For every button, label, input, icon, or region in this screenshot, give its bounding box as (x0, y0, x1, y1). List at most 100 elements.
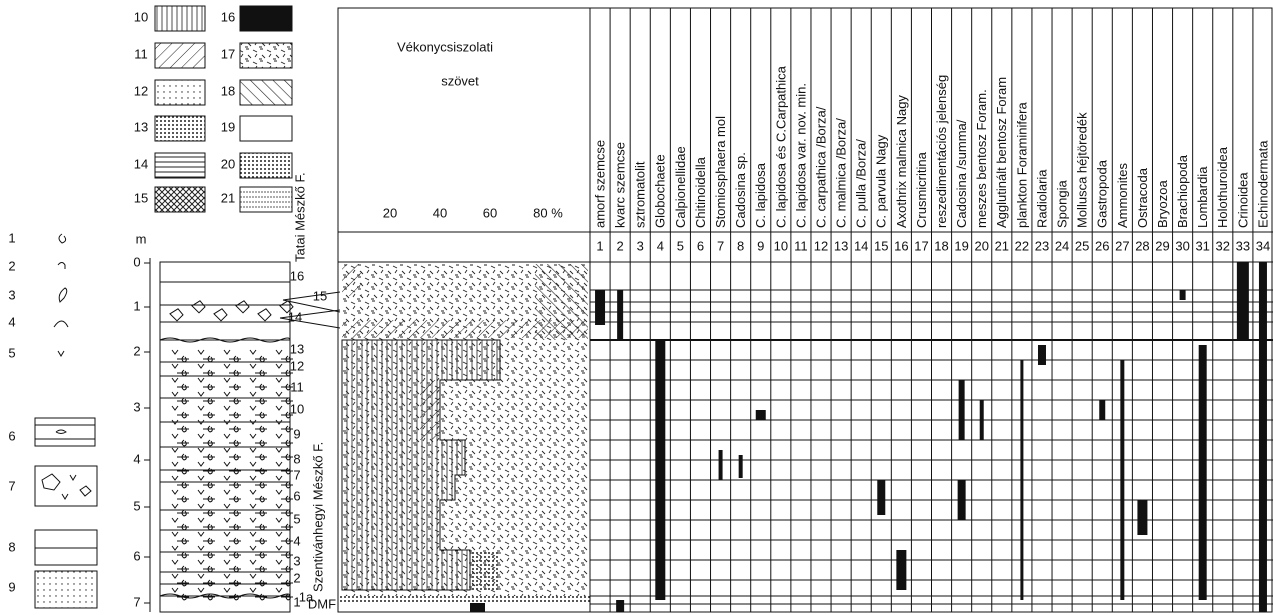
symbol (171, 405, 189, 419)
legend-number: 21 (221, 190, 235, 205)
percent-tick-label: 80 % (533, 205, 563, 220)
occurrence-mark (755, 410, 766, 420)
symbol (275, 377, 293, 391)
symbol (223, 363, 241, 377)
bed-label: 10 (290, 401, 304, 416)
column-name: Crusmicritina (914, 151, 929, 228)
legend-swatch (154, 186, 206, 213)
symbol (223, 475, 241, 489)
symbol (171, 489, 189, 503)
symbol (197, 489, 215, 503)
occurrence-mark (1020, 360, 1024, 600)
symbol (41, 473, 92, 500)
symbol (171, 447, 189, 461)
occurrence-mark (877, 480, 886, 515)
column-name: Chitinoidella (693, 156, 708, 228)
occurrence-mark (616, 600, 625, 612)
legend-number: 16 (221, 9, 235, 24)
symbol (197, 573, 215, 587)
column-name: C. lapidosa és C.Carpathica (773, 65, 788, 228)
column-name: Lombardia (1195, 166, 1210, 228)
formation-label: Tatai Mészkő F. (292, 172, 307, 262)
legend-number: 8 (8, 539, 15, 554)
symbol (171, 377, 189, 391)
symbol (223, 461, 241, 475)
legend-number: 9 (8, 579, 15, 594)
symbol (249, 573, 267, 587)
symbol (197, 419, 215, 433)
depth-tick-label: 6 (133, 548, 140, 563)
legend-swatch (154, 115, 206, 142)
bed-label: 8 (293, 451, 300, 466)
symbol (197, 363, 215, 377)
bed-label: 16 (290, 268, 304, 283)
occurrence-mark (1037, 345, 1046, 365)
symbol (171, 419, 189, 433)
column-name: C. malmica /Borza/ (834, 118, 849, 228)
symbol (223, 503, 241, 517)
legend-swatch (239, 186, 293, 213)
symbol (171, 391, 189, 405)
texture (420, 380, 440, 440)
symbol (257, 308, 272, 322)
legend-number: 11 (134, 46, 148, 61)
depth-tick-label: 2 (133, 343, 140, 358)
symbol (197, 531, 215, 545)
symbol (197, 433, 215, 447)
symbol (275, 531, 293, 545)
occurrence-mark (1179, 290, 1186, 300)
symbol (197, 377, 215, 391)
bed-label: 3 (293, 553, 300, 568)
bed-label: DMF (308, 596, 336, 611)
symbol (197, 587, 215, 601)
bed-label: 6 (293, 488, 300, 503)
column-number: 8 (737, 238, 744, 253)
legend-number: 4 (8, 314, 15, 329)
column-number: 7 (717, 238, 724, 253)
column-name: Ostracoda (1135, 167, 1150, 228)
occurrence-mark (979, 400, 984, 440)
column-number: 13 (834, 238, 848, 253)
symbol (249, 503, 267, 517)
occurrence-mark (958, 380, 965, 440)
occurrence-mark (595, 290, 606, 325)
symbol (197, 503, 215, 517)
legend-swatch (239, 42, 293, 69)
occurrence-mark (1236, 262, 1249, 340)
column-number: 10 (774, 238, 788, 253)
column-name: Holothuroidea (1215, 146, 1230, 228)
symbol (171, 587, 189, 601)
panel-title: Vékonycsiszolati (397, 39, 493, 54)
column-number: 21 (995, 238, 1009, 253)
symbol (223, 517, 241, 531)
column-name: Echinodermata (1255, 140, 1270, 228)
symbol (275, 419, 293, 433)
symbol (197, 475, 215, 489)
column-number: 30 (1175, 238, 1189, 253)
symbol (275, 461, 293, 475)
column-number: 17 (914, 238, 928, 253)
column-name: Radiolaria (1034, 169, 1049, 228)
legend-number: 3 (8, 287, 15, 302)
column-number: 16 (894, 238, 908, 253)
symbol (249, 517, 267, 531)
occurrence-mark (1258, 262, 1267, 612)
column-name: Cadosina sp. (733, 152, 748, 228)
symbol (249, 433, 267, 447)
legend-swatch (239, 5, 293, 32)
depth-tick-label: 4 (133, 451, 140, 466)
symbol (249, 377, 267, 391)
column-number: 9 (757, 238, 764, 253)
symbol (197, 517, 215, 531)
symbol (197, 349, 215, 363)
box (34, 417, 96, 447)
column-number: 33 (1236, 238, 1250, 253)
column-name: Crinoidea (1235, 172, 1250, 228)
symbol (275, 405, 293, 419)
column-number: 14 (854, 238, 868, 253)
symbol (275, 349, 293, 363)
texture (470, 550, 500, 590)
legend-number: 18 (221, 83, 235, 98)
bed-label: 2 (293, 570, 300, 585)
wave (159, 337, 291, 343)
